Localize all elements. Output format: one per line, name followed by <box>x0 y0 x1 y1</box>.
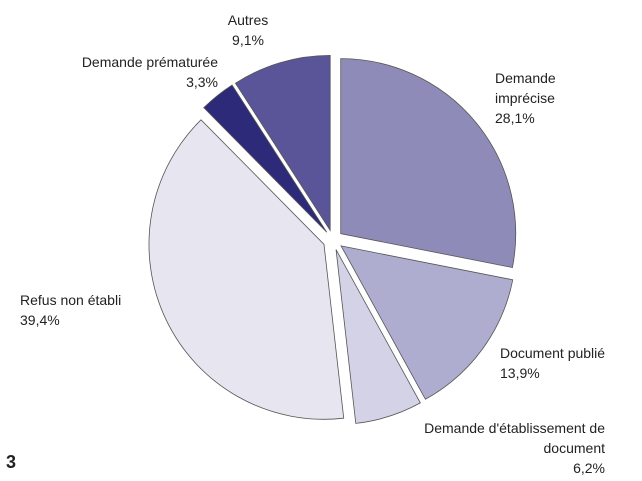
category-label: Autres <box>227 12 269 28</box>
value-label: 9,1% <box>232 32 264 48</box>
slice-label: Autres 9,1% <box>188 10 308 50</box>
category-label: Demande prématurée <box>81 54 218 70</box>
category-label: Refus non établi <box>20 292 122 308</box>
category-label: Demande imprécise <box>495 70 556 106</box>
pie-slice <box>335 249 421 424</box>
value-label: 6,2% <box>573 460 605 476</box>
category-label: Document publié <box>500 345 606 361</box>
slice-label: Demande d'établissement de document 6,2% <box>385 418 605 478</box>
value-label: 3,3% <box>186 74 218 90</box>
pie-slice <box>148 119 345 420</box>
pie-slice <box>340 245 514 400</box>
footnote: 3 <box>6 452 17 472</box>
slice-label: Demande imprécise 28,1% <box>495 68 585 128</box>
category-label: Demande d'établissement de document <box>424 420 605 456</box>
pie-slice <box>203 84 328 233</box>
value-label: 39,4% <box>20 312 60 328</box>
value-label: 13,9% <box>500 365 540 381</box>
slice-label: Refus non établi 39,4% <box>20 290 160 330</box>
slice-label: Document publié 13,9% <box>500 343 640 383</box>
slice-label: Demande prématurée 3,3% <box>0 52 218 92</box>
pie-slice <box>340 58 517 268</box>
pie-slice <box>234 55 331 232</box>
value-label: 28,1% <box>495 110 535 126</box>
